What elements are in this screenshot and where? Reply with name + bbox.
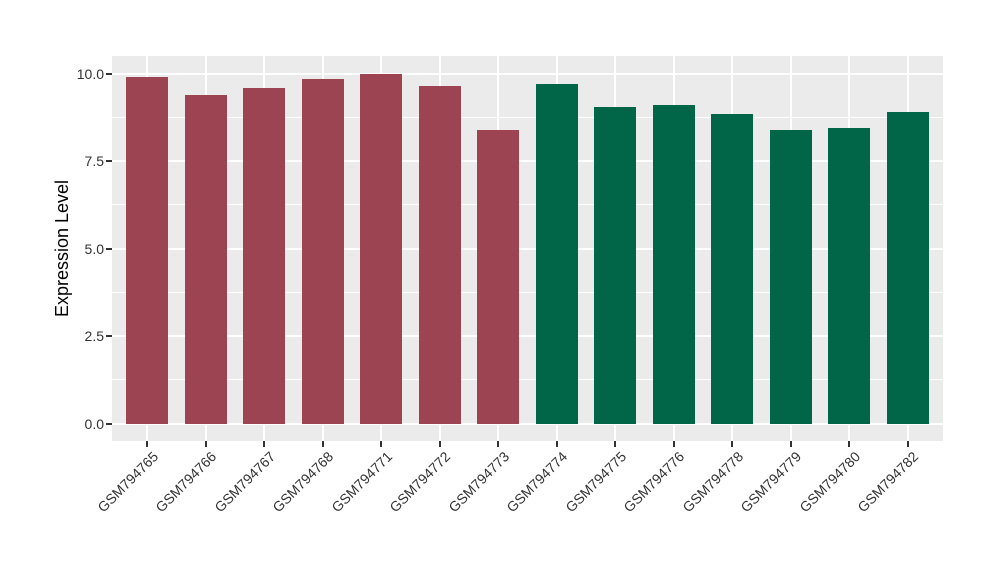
- x-tick-mark: [906, 441, 909, 447]
- x-tick-mark: [731, 441, 734, 447]
- major-gridline: [112, 160, 943, 162]
- x-tick-mark: [263, 441, 266, 447]
- major-gridline: [112, 335, 943, 337]
- x-tick-label: GSM794766: [152, 448, 220, 516]
- y-tick-mark: [106, 160, 112, 162]
- bar-GSM794778: [711, 113, 754, 424]
- x-tick-mark: [848, 441, 851, 447]
- x-tick-label: GSM794775: [562, 448, 629, 516]
- bar-GSM794776: [652, 105, 695, 424]
- x-tick-mark: [146, 441, 149, 447]
- minor-gridline: [112, 204, 943, 206]
- y-tick-label: 5.0: [84, 240, 104, 257]
- x-tick-mark: [789, 441, 792, 447]
- x-tick-mark: [438, 441, 441, 447]
- x-tick-label: GSM794776: [620, 448, 688, 516]
- x-tick-label: GSM794780: [796, 448, 863, 516]
- x-tick-label: GSM794778: [679, 448, 746, 516]
- x-tick-label: GSM794774: [503, 448, 571, 516]
- bar-GSM794772: [418, 85, 461, 424]
- major-gridline: [112, 247, 943, 250]
- x-tick-mark: [380, 441, 383, 447]
- bar-GSM794765: [126, 77, 169, 424]
- plot-panel: [112, 56, 943, 441]
- x-tick-label: GSM794768: [269, 448, 337, 516]
- x-tick-mark: [672, 441, 675, 447]
- bar-GSM794773: [477, 129, 520, 424]
- y-tick-mark: [106, 422, 112, 425]
- bar-GSM794771: [360, 73, 403, 424]
- x-tick-mark: [555, 441, 558, 447]
- x-tick-label: GSM794767: [210, 448, 278, 516]
- x-tick-mark: [497, 441, 500, 447]
- y-tick-label: 10.0: [76, 65, 104, 82]
- x-tick-label: GSM794773: [444, 448, 512, 516]
- y-tick-label: 0.0: [84, 415, 104, 432]
- bar-GSM794768: [301, 78, 344, 424]
- x-tick-label: GSM794782: [854, 448, 922, 516]
- major-gridline: [112, 72, 943, 75]
- x-tick-mark: [204, 441, 207, 447]
- y-tick-mark: [106, 335, 112, 337]
- bar-GSM794782: [886, 112, 929, 424]
- bar-GSM794767: [243, 87, 286, 424]
- y-tick-mark: [106, 72, 112, 75]
- x-tick-label: GSM794772: [386, 448, 454, 516]
- y-tick-label: 2.5: [84, 328, 104, 344]
- minor-gridline: [112, 291, 943, 293]
- x-tick-label: GSM794765: [93, 448, 161, 516]
- bar-GSM794766: [184, 94, 227, 424]
- bar-GSM794774: [535, 84, 578, 424]
- x-tick-label: GSM794771: [327, 448, 395, 516]
- bar-GSM794780: [828, 127, 871, 424]
- bar-GSM794775: [594, 106, 637, 424]
- bar-GSM794779: [769, 129, 812, 424]
- x-tick-mark: [614, 441, 617, 447]
- y-tick-mark: [106, 247, 112, 250]
- y-tick-label: 7.5: [84, 153, 104, 169]
- major-gridline: [112, 422, 943, 425]
- x-tick-label: GSM794779: [737, 448, 805, 516]
- minor-gridline: [112, 116, 943, 118]
- minor-gridline: [112, 379, 943, 381]
- x-tick-mark: [321, 441, 324, 447]
